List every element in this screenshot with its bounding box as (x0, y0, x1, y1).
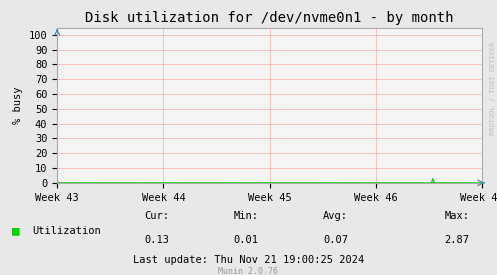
Text: Avg:: Avg: (323, 211, 348, 221)
Text: 0.01: 0.01 (234, 235, 258, 245)
Text: Max:: Max: (445, 211, 470, 221)
Text: 0.13: 0.13 (144, 235, 169, 245)
Text: 0.07: 0.07 (323, 235, 348, 245)
Y-axis label: % busy: % busy (13, 86, 23, 124)
Text: Last update: Thu Nov 21 19:00:25 2024: Last update: Thu Nov 21 19:00:25 2024 (133, 255, 364, 265)
Text: Utilization: Utilization (32, 226, 101, 236)
Text: Min:: Min: (234, 211, 258, 221)
Text: Munin 2.0.76: Munin 2.0.76 (219, 267, 278, 275)
Text: Cur:: Cur: (144, 211, 169, 221)
Text: 2.87: 2.87 (445, 235, 470, 245)
Text: RRDTOOL / TOBI OETIKER: RRDTOOL / TOBI OETIKER (490, 41, 496, 135)
Text: ■: ■ (12, 224, 20, 238)
Title: Disk utilization for /dev/nvme0n1 - by month: Disk utilization for /dev/nvme0n1 - by m… (85, 11, 454, 25)
